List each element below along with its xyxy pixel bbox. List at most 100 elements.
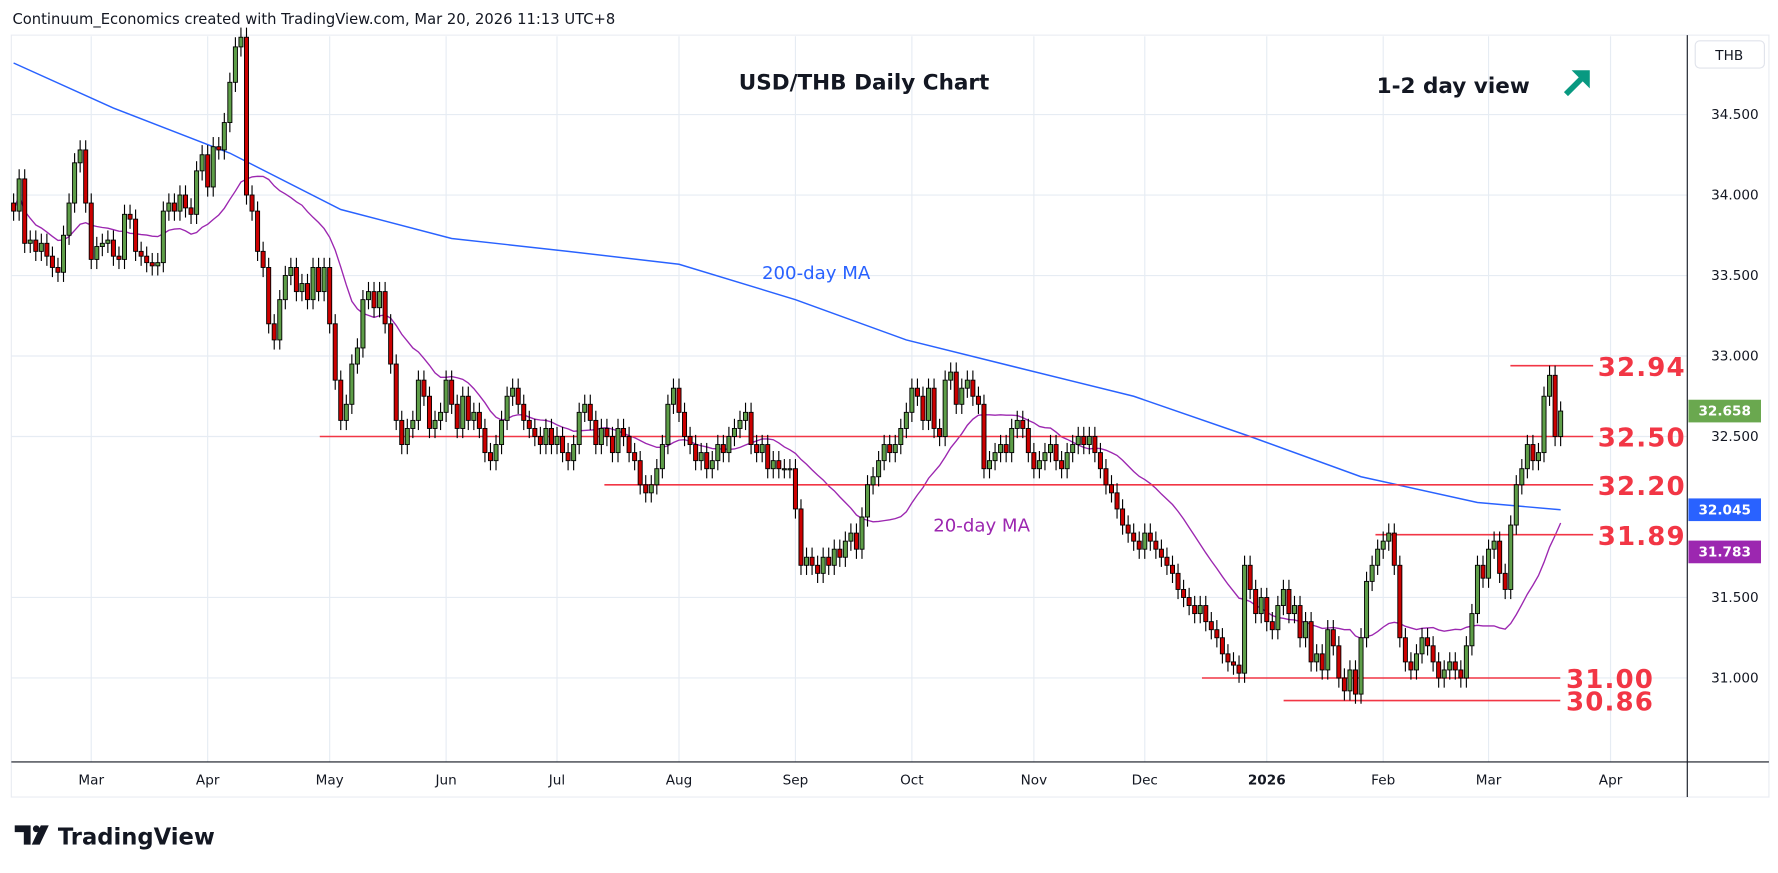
y-tick-label: 32.500 (1711, 429, 1759, 445)
price-axis[interactable]: 31.000 31.500 32.500 33.000 33.500 34.000 34.5… (1711, 107, 1759, 686)
candle-down (975, 395, 981, 405)
candle-up (460, 395, 466, 429)
candle-up (227, 81, 233, 124)
candle-down (1430, 645, 1436, 663)
candle-up (959, 387, 965, 405)
x-tick-label: Apr (1599, 773, 1623, 789)
candle-down (1391, 532, 1397, 566)
tradingview-logo[interactable]: TradingView (14, 825, 215, 851)
candle-down (338, 379, 344, 421)
x-tick-label: Feb (1371, 773, 1395, 789)
x-tick-label: May (316, 773, 344, 789)
candle-down (1175, 572, 1181, 590)
candle-up (277, 299, 283, 341)
candle-down (754, 444, 760, 454)
candle-up (948, 371, 954, 381)
candle-up (432, 419, 438, 429)
candle-down (388, 323, 394, 365)
candle-up (1364, 580, 1370, 639)
candle-up (842, 540, 848, 558)
candle-down (260, 250, 266, 268)
candle-down (537, 436, 543, 446)
candle-down (1136, 540, 1142, 550)
candle-down (1297, 605, 1303, 639)
candle-up (1469, 613, 1475, 647)
candle-up (493, 444, 499, 462)
y-tick-label: 34.000 (1711, 188, 1759, 204)
candle-down (560, 436, 566, 454)
candle-up (438, 411, 444, 421)
candle-up (410, 419, 416, 429)
x-tick-label: Sep (783, 773, 809, 789)
candle-up (964, 379, 970, 389)
candle-up (1275, 605, 1281, 631)
candle-up (1347, 669, 1353, 692)
candle-down (682, 411, 688, 437)
candle-down (1397, 564, 1403, 639)
candle-up (282, 275, 288, 301)
candles (11, 27, 1564, 704)
candle-up (582, 403, 588, 413)
candle-down (332, 323, 338, 381)
candle-down (1341, 677, 1347, 692)
candle-up (731, 427, 737, 437)
candle-up (1070, 444, 1076, 454)
candle-down (1081, 436, 1087, 446)
candle-down (920, 395, 926, 421)
candle-down (1247, 564, 1253, 590)
candle-down (1330, 629, 1336, 647)
candle-down (88, 202, 94, 260)
candle-down (110, 239, 116, 257)
candle-up (1413, 653, 1419, 671)
candle-down (515, 387, 521, 405)
level-label: 30.86 (1566, 688, 1654, 718)
candle-up (1508, 524, 1514, 590)
candle-up (909, 387, 915, 413)
candle-down (1308, 621, 1314, 663)
candle-up (499, 419, 505, 446)
candle-down (449, 379, 455, 405)
candle-down (382, 291, 388, 325)
candle-up (404, 427, 410, 446)
candle-up (571, 444, 577, 462)
candle-down (1319, 653, 1325, 671)
candle-up (598, 427, 604, 446)
candle-down (1131, 532, 1137, 542)
candle-down (249, 194, 255, 212)
candle-down (133, 218, 139, 252)
candle-down (748, 411, 754, 446)
candle-down (1125, 524, 1131, 534)
candle-up (576, 411, 582, 446)
candle-up (654, 468, 660, 486)
candle-up (1242, 564, 1248, 674)
x-tick-label: Mar (78, 773, 104, 789)
candle-down (1053, 444, 1059, 462)
x-tick-label: 2026 (1248, 773, 1286, 789)
candle-up (670, 387, 676, 405)
time-axis[interactable]: Mar Apr May Jun Jul Aug Sep Oct Nov Dec 2026 Feb Mar… (78, 773, 1622, 789)
candle-down (826, 556, 832, 566)
candle-down (693, 444, 699, 462)
x-tick-label: Nov (1021, 773, 1048, 789)
candle-up (1280, 588, 1286, 606)
candle-down (1352, 669, 1358, 695)
candle-up (554, 436, 560, 446)
y-tick-label: 31.000 (1711, 671, 1759, 687)
candle-down (138, 250, 144, 257)
candle-down (304, 283, 310, 301)
candle-up (848, 532, 854, 542)
currency-button[interactable] (1694, 40, 1765, 69)
candle-up (1369, 564, 1375, 582)
candle-down (953, 371, 959, 405)
candle-up (1014, 419, 1020, 429)
candle-down (1158, 548, 1164, 558)
y-tick-label: 33.000 (1711, 349, 1759, 365)
candle-up (859, 516, 865, 550)
candle-up (415, 379, 421, 421)
candle-down (144, 255, 150, 264)
candle-down (548, 427, 554, 446)
price-tag (1688, 540, 1761, 564)
candle-down (532, 427, 538, 437)
